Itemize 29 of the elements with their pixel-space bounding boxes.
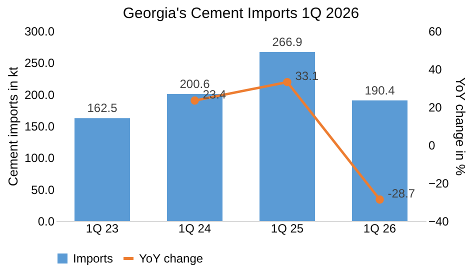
bar <box>74 118 130 221</box>
y-tick-label: 250.0 <box>24 56 55 70</box>
y2-tick-label: 40 <box>428 62 442 76</box>
y-tick-label: 50.0 <box>31 182 55 197</box>
x-tick-label: 1Q 26 <box>363 222 396 236</box>
y-tick-label: 300.0 <box>24 24 55 38</box>
data-label: 190.4 <box>364 83 396 98</box>
chart-title: Georgia's Cement Imports 1Q 2026 <box>122 5 360 22</box>
point <box>376 195 384 204</box>
x-tick-label: 1Q 23 <box>86 222 119 236</box>
legend-label: YoY change <box>139 252 204 266</box>
data-label: 162.5 <box>87 101 118 116</box>
y2-tick-label: −40 <box>428 214 450 228</box>
x-tick-label: 1Q 25 <box>270 222 304 236</box>
y-tick-label: 150.0 <box>24 120 55 134</box>
y2-tick-label: 60 <box>428 24 442 38</box>
y2-tick-label: 0 <box>428 138 436 152</box>
y-tick-label: 200.0 <box>24 88 55 102</box>
data-label: 266.9 <box>272 34 303 49</box>
y2-tick-label: −20 <box>428 176 450 190</box>
y-axis-title: Cement imports in kt <box>5 66 20 186</box>
x-tick-label: 1Q 24 <box>178 222 212 236</box>
y2-axis-title: YoY change in % <box>452 77 468 176</box>
y-tick-label: 0.0 <box>38 214 55 228</box>
point <box>190 96 199 105</box>
legend-label: Imports <box>73 252 114 266</box>
y2-tick-label: 20 <box>428 100 442 114</box>
y-tick-label: 100.0 <box>24 151 55 166</box>
point <box>283 78 292 86</box>
